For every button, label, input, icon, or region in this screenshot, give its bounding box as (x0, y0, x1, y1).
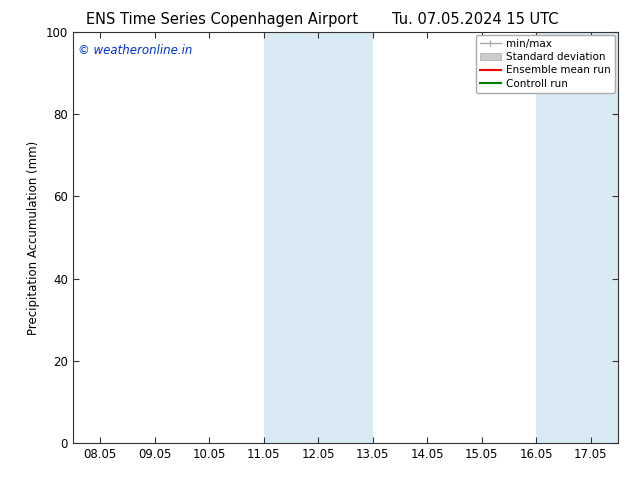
Text: © weatheronline.in: © weatheronline.in (79, 44, 193, 57)
Y-axis label: Precipitation Accumulation (mm): Precipitation Accumulation (mm) (27, 141, 40, 335)
Text: Tu. 07.05.2024 15 UTC: Tu. 07.05.2024 15 UTC (392, 12, 559, 27)
Text: ENS Time Series Copenhagen Airport: ENS Time Series Copenhagen Airport (86, 12, 358, 27)
Legend: min/max, Standard deviation, Ensemble mean run, Controll run: min/max, Standard deviation, Ensemble me… (476, 35, 615, 93)
Bar (536, 32, 618, 443)
Bar (264, 32, 373, 443)
